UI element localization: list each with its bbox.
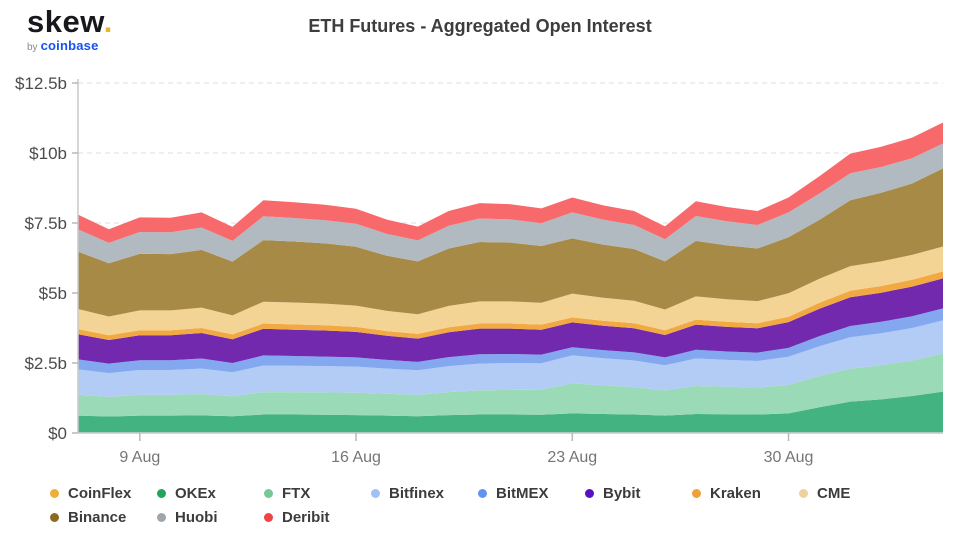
legend-item-bybit[interactable]: Bybit [585, 485, 692, 502]
legend-item-binance[interactable]: Binance [50, 509, 157, 526]
y-tick-label: $10b [29, 144, 67, 163]
legend-dot-kraken [692, 488, 701, 498]
coinbase-byline: by coinbase [27, 39, 113, 53]
legend-label: OKEx [175, 484, 216, 502]
legend-dot-bitmex [478, 488, 487, 498]
skew-logo-text: skew. [27, 4, 113, 39]
area-bitmex [78, 308, 943, 374]
legend-label: BitMEX [496, 484, 549, 502]
y-tick-label: $7.5b [24, 214, 67, 233]
y-tick-label: $2.5b [24, 354, 67, 373]
stacked-area-chart: $0 $2.5b $5b $7.5b $10b $12.5b 9 Aug 16 Aug 23 A… [15, 74, 943, 466]
area-cme [78, 246, 943, 336]
legend-item-coinflex[interactable]: CoinFlex [50, 485, 157, 502]
legend-dot-bybit [585, 488, 594, 498]
legend-dot-ftx [264, 488, 273, 498]
legend-label: Bitfinex [389, 484, 445, 502]
x-tick-label: 23 Aug [547, 449, 597, 466]
legend-item-deribit[interactable]: Deribit [264, 509, 371, 526]
area-huobi [78, 143, 943, 264]
area-kraken [78, 271, 943, 340]
legend-label: CME [817, 484, 851, 502]
area-ftx [78, 353, 943, 417]
x-tick-label: 16 Aug [331, 449, 381, 466]
legend-item-bitfinex[interactable]: Bitfinex [371, 485, 478, 502]
area-okex [78, 391, 943, 433]
legend-dot-bitfinex [371, 488, 380, 498]
legend-dot-huobi [157, 512, 166, 522]
byline-prefix: by [27, 42, 38, 53]
area-deribit [78, 122, 943, 243]
legend-dot-cme [799, 488, 808, 498]
legend-item-cme[interactable]: CME [799, 485, 906, 502]
chart-legend: CoinFlex OKEx FTX Bitfinex BitMEX Bybit Kraken… [50, 481, 906, 529]
legend-item-okex[interactable]: OKEx [157, 485, 264, 502]
legend-label: Huobi [175, 508, 218, 526]
area-bybit [78, 278, 943, 364]
skew-logo-dot: . [103, 4, 113, 39]
y-tick-label: $0 [48, 424, 67, 443]
skew-logo[interactable]: skew. by coinbase [27, 6, 113, 53]
legend-dot-okex [157, 488, 166, 498]
legend-dot-coinflex [50, 488, 59, 498]
legend-label: Binance [68, 508, 127, 526]
legend-label: FTX [282, 484, 311, 502]
x-tick-label: 30 Aug [764, 449, 814, 466]
legend-item-ftx[interactable]: FTX [264, 485, 371, 502]
legend-dot-deribit [264, 512, 273, 522]
y-tick-label: $5b [39, 284, 67, 303]
legend-label: Bybit [603, 484, 641, 502]
legend-label: Kraken [710, 484, 761, 502]
legend-item-kraken[interactable]: Kraken [692, 485, 799, 502]
area-bitfinex [78, 320, 943, 397]
legend-item-huobi[interactable]: Huobi [157, 509, 264, 526]
byline-brand: coinbase [40, 38, 99, 53]
legend-dot-binance [50, 512, 59, 522]
legend-item-bitmex[interactable]: BitMEX [478, 485, 585, 502]
chart-title: ETH Futures - Aggregated Open Interest [308, 16, 652, 36]
x-tick-label: 9 Aug [119, 449, 160, 466]
y-tick-label: $12.5b [15, 74, 67, 93]
area-binance [78, 168, 943, 317]
legend-label: CoinFlex [68, 484, 132, 502]
legend-label: Deribit [282, 508, 330, 526]
